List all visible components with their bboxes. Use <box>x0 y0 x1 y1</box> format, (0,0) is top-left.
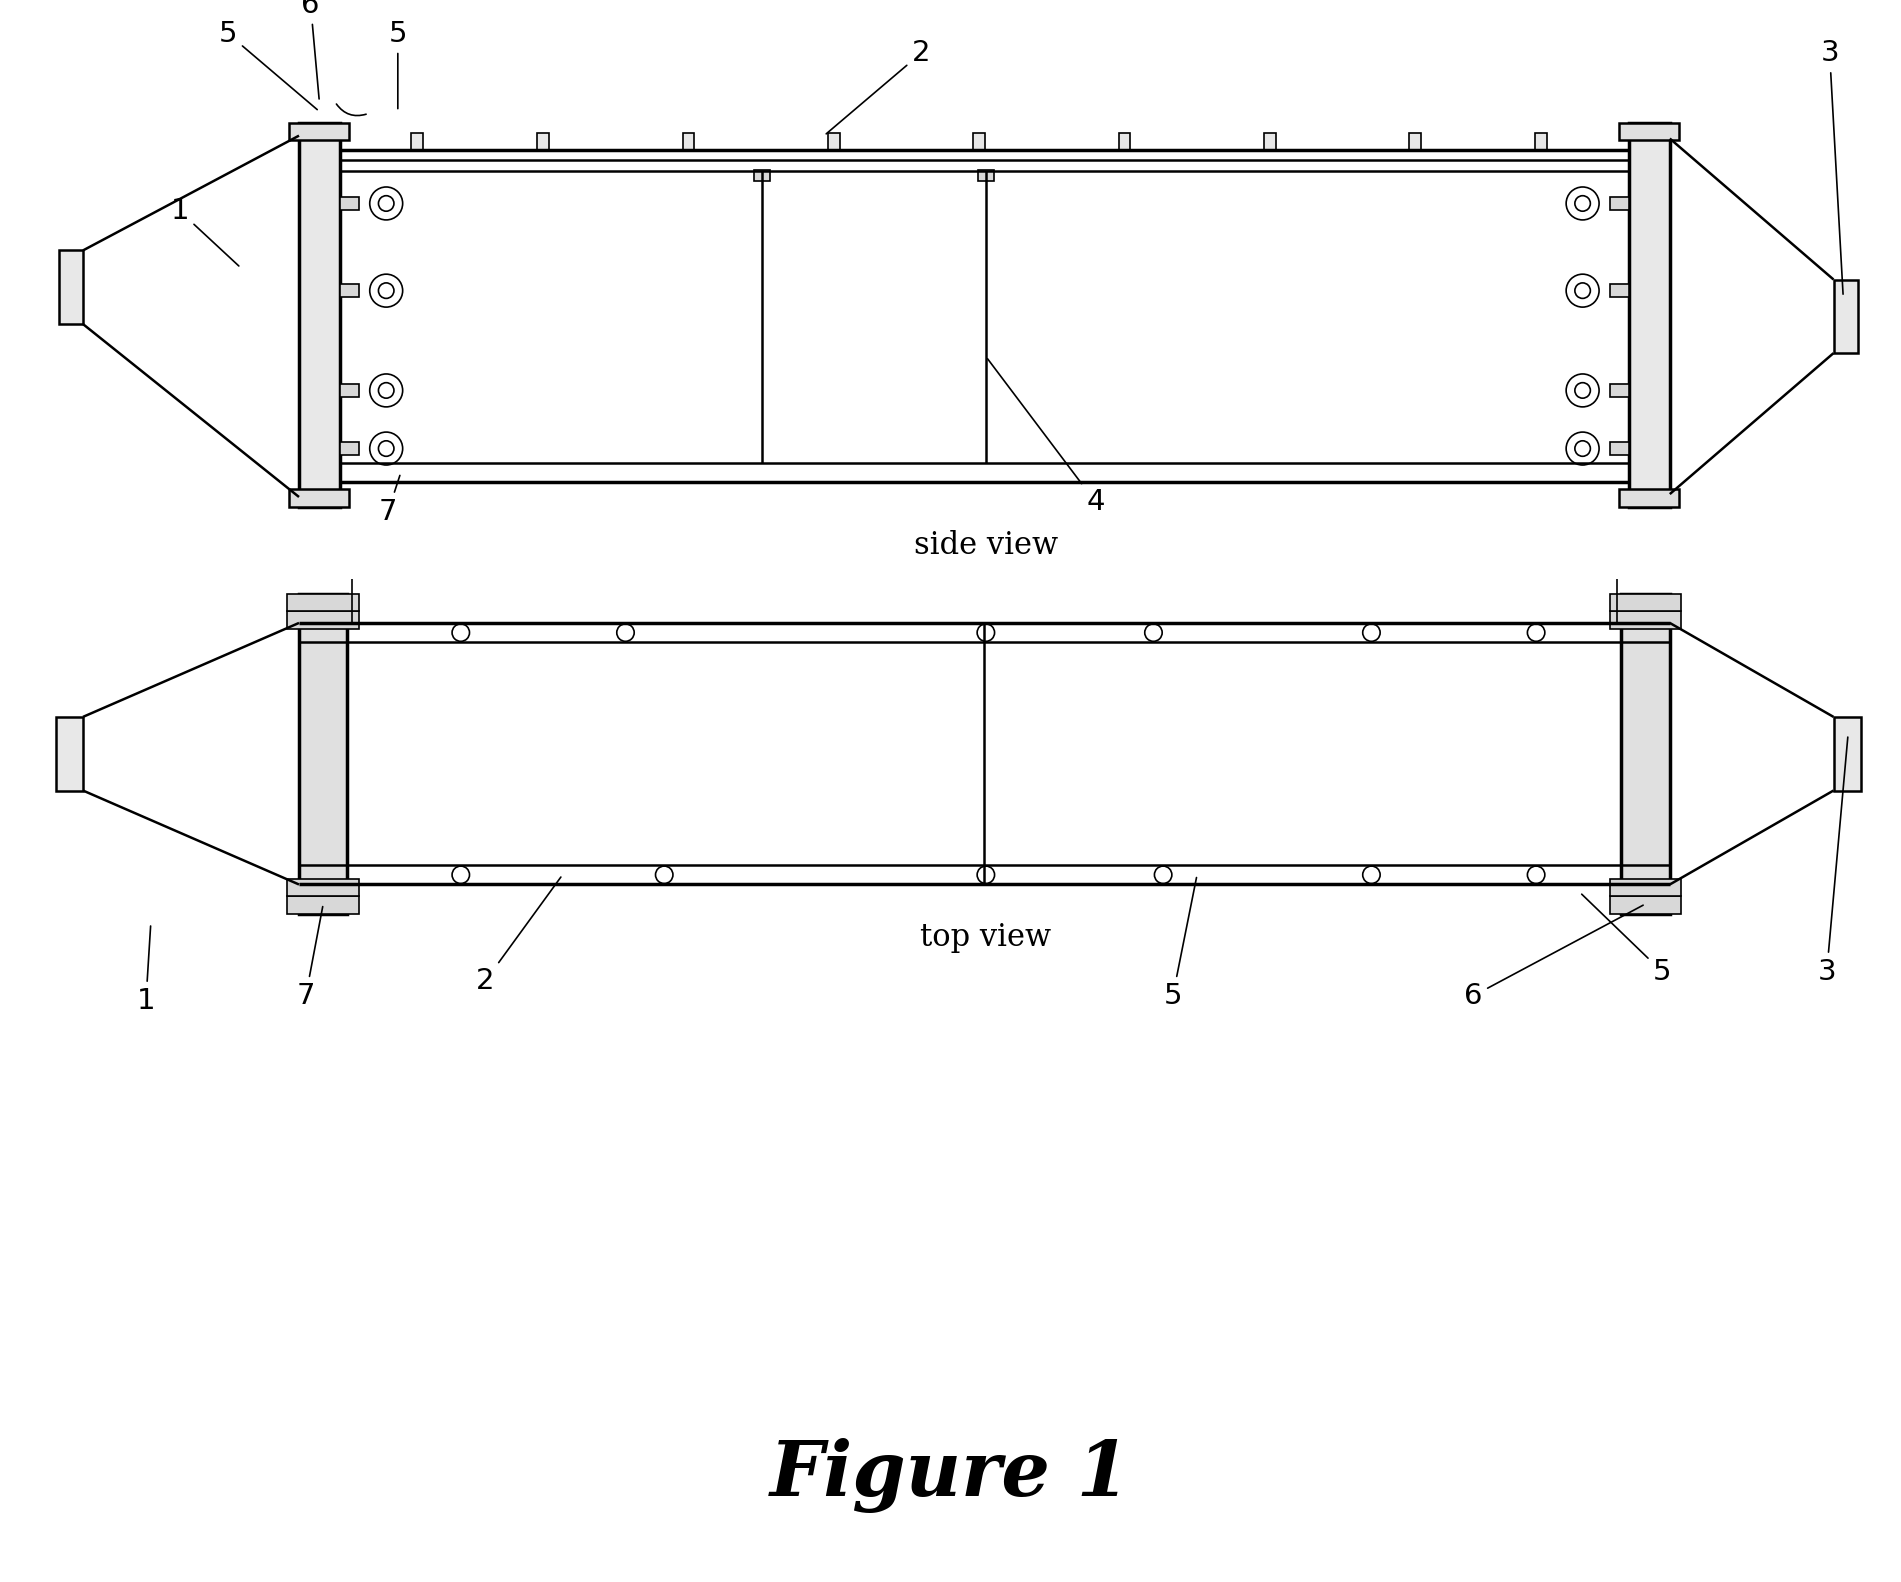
Bar <box>1610 384 1629 397</box>
Bar <box>1118 133 1131 150</box>
Bar <box>1610 593 1680 611</box>
Text: 6: 6 <box>302 0 319 100</box>
Bar <box>340 384 359 397</box>
Text: 3: 3 <box>1817 737 1848 986</box>
Bar <box>979 169 994 182</box>
Bar <box>829 133 840 150</box>
Bar <box>1610 196 1629 210</box>
Text: 2: 2 <box>475 876 561 995</box>
Bar <box>755 169 770 182</box>
Bar <box>340 441 359 456</box>
Text: top view: top view <box>920 922 1051 954</box>
Bar <box>1610 878 1680 895</box>
Bar <box>682 133 694 150</box>
Text: 3: 3 <box>1821 40 1844 294</box>
Text: 5: 5 <box>1582 894 1671 986</box>
Text: 4: 4 <box>987 359 1104 516</box>
Bar <box>59 250 84 324</box>
Bar <box>289 123 350 141</box>
Bar <box>1610 441 1629 456</box>
Bar <box>1409 133 1420 150</box>
Bar <box>1536 133 1547 150</box>
Text: 1: 1 <box>137 925 156 1014</box>
Bar <box>298 593 348 913</box>
Text: 1: 1 <box>171 198 240 266</box>
Bar <box>1629 123 1669 506</box>
Bar <box>287 593 359 611</box>
Bar <box>340 196 359 210</box>
Text: Figure 1: Figure 1 <box>770 1438 1131 1512</box>
Bar <box>973 133 985 150</box>
Bar <box>55 717 84 791</box>
Bar <box>287 611 359 628</box>
Text: 6: 6 <box>1464 905 1642 1009</box>
Bar <box>287 878 359 895</box>
Text: 2: 2 <box>827 40 930 134</box>
Text: 7: 7 <box>378 476 399 525</box>
Bar <box>538 133 549 150</box>
Bar <box>1620 489 1679 506</box>
Bar <box>287 895 359 913</box>
Bar <box>289 489 350 506</box>
Bar <box>411 133 424 150</box>
Bar <box>298 123 340 506</box>
Bar <box>1610 895 1680 913</box>
Text: 5: 5 <box>388 21 407 109</box>
Bar <box>1610 283 1629 297</box>
Bar <box>1264 133 1276 150</box>
Text: 7: 7 <box>297 906 323 1009</box>
Bar <box>340 283 359 297</box>
Bar <box>1622 593 1669 913</box>
Text: 5: 5 <box>219 21 317 109</box>
Bar <box>1834 280 1857 353</box>
Bar <box>1610 611 1680 628</box>
Bar <box>1834 717 1861 791</box>
Bar <box>1620 123 1679 141</box>
Text: side view: side view <box>914 530 1059 562</box>
Text: 5: 5 <box>1163 878 1196 1009</box>
